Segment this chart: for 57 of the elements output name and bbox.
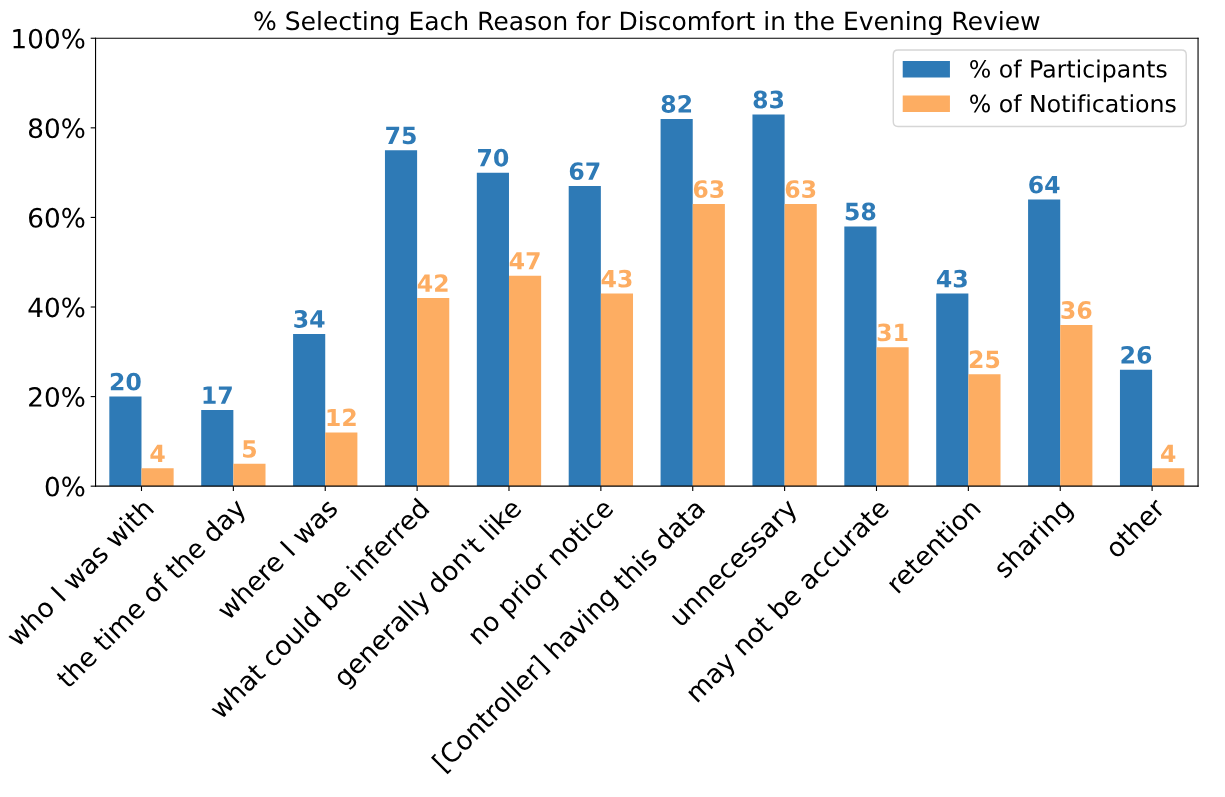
y-tick-label: 40%: [28, 297, 85, 318]
bar: [384, 150, 418, 487]
bar: [1119, 369, 1153, 487]
data-label: 70: [478, 148, 509, 167]
data-label: 42: [417, 274, 448, 292]
bar: [233, 463, 266, 487]
data-label: 4: [150, 444, 165, 462]
bar: [936, 293, 969, 487]
bar: [600, 293, 634, 487]
data-label: 47: [509, 252, 540, 270]
data-label: 67: [569, 162, 600, 181]
data-label: 4: [1161, 444, 1176, 462]
bar: [1060, 324, 1093, 487]
bar: [968, 374, 1001, 487]
bar: [844, 226, 877, 487]
bar: [876, 347, 909, 487]
chart-title: % Selecting Each Reason for Discomfort in the Evening Review: [254, 10, 1040, 36]
data-label: 20: [110, 372, 141, 391]
y-tick-label: 100%: [13, 28, 85, 49]
bar: [141, 468, 174, 487]
data-label: 63: [785, 180, 816, 199]
bar: [1152, 468, 1185, 487]
bar: [201, 410, 234, 487]
data-label: 25: [969, 350, 1000, 369]
y-tick-label: 0%: [45, 476, 85, 497]
data-label: 26: [1121, 345, 1152, 364]
y-tick-label: 60%: [29, 207, 85, 228]
y-tick-label: 80%: [28, 118, 85, 139]
bar: [417, 298, 450, 487]
data-label: 5: [243, 440, 257, 458]
bar: [692, 203, 725, 487]
data-label: 64: [1029, 175, 1060, 194]
data-label: 75: [386, 126, 416, 145]
legend-label: % of Participants: [970, 59, 1167, 83]
data-label: 17: [203, 386, 232, 404]
data-label: 31: [877, 323, 908, 342]
data-label: 34: [294, 310, 325, 328]
bar: [660, 118, 693, 487]
bar: [476, 172, 509, 487]
bar: [109, 396, 142, 487]
data-label: 82: [661, 95, 692, 113]
bar: [325, 432, 358, 487]
bar: [508, 275, 542, 487]
data-label: 83: [753, 90, 784, 109]
bar: [784, 203, 817, 487]
bar: [752, 114, 785, 487]
legend-label: % of Notifications: [970, 94, 1176, 113]
data-label: 43: [601, 269, 632, 288]
data-label: 43: [936, 269, 967, 288]
bar: [1028, 199, 1061, 487]
data-label: 58: [845, 202, 876, 221]
bar: [568, 186, 601, 487]
y-tick-label: 20%: [29, 387, 85, 407]
bar: [293, 333, 326, 487]
data-label: 63: [693, 180, 724, 199]
data-label: 12: [327, 408, 356, 427]
data-label: 36: [1061, 301, 1092, 319]
